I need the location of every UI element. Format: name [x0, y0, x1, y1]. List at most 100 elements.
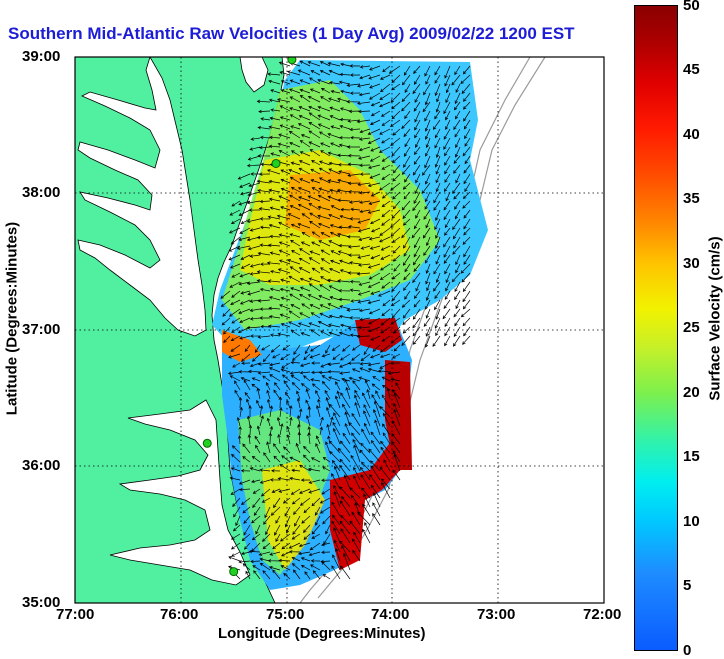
velocity-arrow [279, 105, 291, 112]
velocity-arrow [268, 223, 281, 229]
velocity-arrow [369, 173, 381, 179]
velocity-arrow [390, 182, 401, 191]
velocity-arrow [328, 376, 341, 382]
velocity-arrow [251, 377, 261, 382]
velocity-arrow [249, 308, 261, 313]
velocity-arrow [269, 206, 281, 211]
velocity-arrow [380, 263, 391, 271]
velocity-arrow [310, 370, 321, 375]
velocity-arrow [289, 266, 301, 274]
velocity-arrow [463, 227, 471, 236]
velocity-arrow [432, 335, 441, 347]
velocity-arrow [242, 456, 251, 463]
velocity-arrow [454, 209, 461, 220]
velocity-arrow [259, 225, 271, 230]
velocity-arrow [445, 281, 451, 292]
velocity-arrow [348, 376, 361, 382]
velocity-arrow [341, 545, 351, 562]
velocity-arrow [278, 488, 291, 493]
velocity-arrow [256, 179, 271, 184]
velocity-arrow [257, 188, 271, 193]
velocity-arrow [434, 110, 441, 120]
velocity-arrow [249, 263, 261, 268]
velocity-arrow [367, 362, 381, 367]
velocity-arrow [454, 65, 461, 76]
y-tick-label: 35:00 [22, 594, 61, 611]
velocity-arrow [444, 173, 451, 183]
velocity-arrow [311, 231, 321, 238]
velocity-arrow [367, 164, 381, 170]
velocity-arrow [278, 558, 291, 563]
velocity-arrow [328, 314, 341, 319]
velocity-arrow [423, 209, 431, 220]
velocity-arrow [330, 259, 341, 265]
velocity-arrow [327, 369, 341, 374]
velocity-arrow [463, 218, 471, 230]
velocity-arrow [358, 92, 371, 97]
velocity-arrow [434, 155, 441, 168]
velocity-arrow [250, 172, 260, 176]
velocity-arrow [240, 254, 251, 260]
velocity-arrow [444, 335, 451, 347]
velocity-arrow [322, 466, 331, 472]
velocity-arrow [433, 281, 441, 292]
velocity-arrow [390, 299, 401, 307]
velocity-arrow [414, 110, 421, 123]
velocity-arrow [445, 191, 451, 202]
velocity-arrow [299, 94, 311, 103]
velocity-arrow [424, 173, 431, 185]
velocity-arrow [278, 233, 291, 238]
velocity-arrow [379, 362, 391, 369]
velocity-arrow [425, 218, 431, 229]
velocity-arrow [281, 374, 291, 382]
colorbar-tick: 10 [683, 513, 700, 530]
velocity-arrow [331, 501, 341, 517]
velocity-arrow [370, 335, 381, 341]
velocity-arrow [434, 299, 441, 311]
velocity-arrow [281, 455, 291, 463]
velocity-arrow [260, 488, 271, 497]
velocity-arrow [344, 423, 351, 436]
velocity-arrow [353, 531, 361, 544]
velocity-arrow [339, 353, 351, 361]
velocity-arrow [339, 458, 351, 472]
velocity-arrow [357, 101, 371, 106]
velocity-arrow [280, 206, 291, 211]
velocity-arrow [332, 421, 341, 436]
velocity-arrow [357, 218, 371, 224]
velocity-arrow [379, 466, 391, 481]
velocity-arrow [308, 551, 321, 557]
velocity-arrow [339, 214, 351, 220]
velocity-arrow [242, 443, 251, 454]
velocity-arrow [268, 315, 281, 319]
velocity-arrow [393, 402, 401, 418]
velocity-arrow [452, 245, 461, 255]
velocity-arrow [238, 209, 251, 216]
velocity-arrow [309, 88, 321, 94]
velocity-arrow [269, 251, 281, 256]
velocity-arrow [393, 392, 401, 409]
velocity-arrow [284, 506, 291, 517]
velocity-arrow [349, 91, 361, 95]
velocity-arrow [283, 572, 291, 580]
velocity-arrow [328, 323, 341, 328]
velocity-arrow [319, 60, 331, 67]
velocity-arrow [320, 150, 331, 157]
velocity-arrow [367, 367, 381, 373]
velocity-arrow [280, 278, 291, 283]
velocity-arrow [303, 454, 311, 463]
velocity-arrow [359, 317, 371, 322]
velocity-arrow [276, 214, 291, 220]
velocity-arrow [443, 182, 451, 193]
velocity-arrow [319, 497, 331, 504]
velocity-arrow [435, 254, 441, 265]
velocity-arrow [392, 389, 401, 400]
velocity-arrow [368, 308, 381, 315]
velocity-arrow [415, 281, 421, 292]
velocity-arrow [360, 461, 371, 472]
velocity-arrow [401, 299, 411, 308]
velocity-arrow [299, 151, 311, 157]
velocity-arrow [318, 177, 331, 184]
velocity-arrow [271, 469, 281, 473]
velocity-arrow [413, 65, 421, 74]
